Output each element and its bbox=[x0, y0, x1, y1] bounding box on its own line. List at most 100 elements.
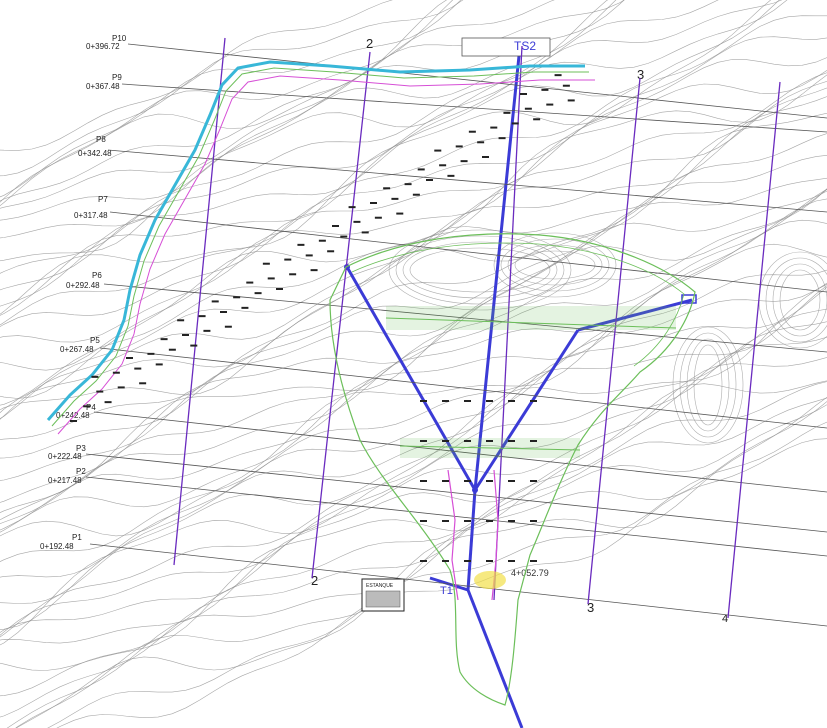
survey-mark bbox=[340, 235, 348, 238]
contour-line bbox=[0, 188, 827, 524]
survey-mark bbox=[318, 239, 326, 242]
survey-mark bbox=[203, 329, 211, 332]
highlight-area bbox=[474, 571, 506, 589]
contour-line bbox=[15, 396, 827, 728]
contour-line bbox=[0, 0, 788, 307]
station-line bbox=[127, 43, 827, 119]
pipeline-segment bbox=[473, 329, 580, 491]
survey-mark bbox=[498, 137, 506, 140]
contour-line bbox=[0, 0, 393, 151]
station-label-p9: 0+367.48 bbox=[86, 82, 120, 91]
station-label-p8: 0+342.48 bbox=[78, 149, 112, 158]
road-centerline bbox=[46, 60, 585, 421]
survey-mark bbox=[562, 84, 570, 87]
station-label-p10-point: P10 bbox=[112, 34, 127, 43]
station-line bbox=[85, 453, 827, 533]
station-label-p7: 0+317.48 bbox=[74, 211, 108, 220]
survey-mark bbox=[310, 269, 318, 272]
survey-mark bbox=[546, 103, 554, 106]
contour-line bbox=[0, 286, 827, 604]
contour-line bbox=[0, 0, 719, 274]
station-label-p1: 0+192.48 bbox=[40, 542, 74, 551]
section-label-2-top: 2 bbox=[366, 36, 373, 51]
survey-mark bbox=[168, 348, 176, 351]
contour-ring bbox=[686, 338, 730, 432]
survey-mark bbox=[182, 334, 189, 336]
pipeline-segment bbox=[345, 266, 477, 491]
contour-line bbox=[0, 74, 827, 399]
contour-line bbox=[0, 189, 827, 513]
survey-mark bbox=[477, 141, 485, 144]
station-line bbox=[103, 283, 827, 353]
road-offset bbox=[57, 75, 595, 435]
section-line bbox=[311, 51, 371, 579]
area-outline bbox=[329, 233, 696, 706]
survey-mark bbox=[160, 338, 168, 341]
station-line bbox=[121, 83, 827, 133]
survey-mark bbox=[391, 197, 399, 200]
survey-mark bbox=[139, 382, 147, 385]
survey-mark bbox=[486, 520, 493, 522]
contour-line bbox=[0, 285, 827, 630]
legend-block-title: ESTANQUE bbox=[366, 583, 394, 589]
section-line bbox=[727, 81, 781, 619]
station-label-p1-point: P1 bbox=[72, 533, 82, 542]
survey-mark bbox=[490, 126, 498, 129]
contour-line bbox=[0, 397, 827, 718]
contour-line bbox=[0, 188, 827, 521]
survey-mark bbox=[404, 183, 412, 186]
survey-mark bbox=[420, 520, 427, 522]
survey-mark bbox=[284, 258, 292, 261]
contour-line bbox=[0, 69, 827, 371]
survey-mark bbox=[220, 311, 227, 313]
survey-mark bbox=[482, 156, 489, 158]
station-label-p2-point: P2 bbox=[76, 467, 86, 476]
drainage-line bbox=[447, 469, 459, 601]
survey-mark bbox=[541, 88, 549, 91]
pipeline-network bbox=[344, 45, 697, 728]
survey-mark bbox=[417, 168, 425, 171]
pipeline-segment bbox=[473, 45, 522, 491]
survey-mark bbox=[134, 367, 142, 370]
survey-mark bbox=[241, 306, 249, 309]
survey-mark bbox=[455, 145, 463, 148]
station-label-p5-point: P5 bbox=[90, 336, 100, 345]
station-label-p6-point: P6 bbox=[92, 271, 102, 280]
survey-mark bbox=[508, 440, 515, 442]
station-label-p5: 0+267.48 bbox=[60, 345, 94, 354]
contour-line bbox=[47, 421, 827, 728]
survey-mark bbox=[442, 440, 449, 442]
survey-mark bbox=[254, 292, 262, 295]
survey-mark bbox=[420, 480, 427, 482]
contour-line bbox=[0, 0, 625, 221]
contour-line bbox=[0, 112, 827, 411]
survey-mark bbox=[486, 560, 493, 562]
survey-mark bbox=[327, 250, 335, 253]
contour-line bbox=[0, 155, 827, 459]
survey-mark bbox=[412, 193, 420, 196]
area-outline-inner bbox=[351, 242, 685, 367]
contour-line bbox=[0, 336, 827, 633]
pipeline-segment bbox=[466, 489, 477, 591]
survey-mark bbox=[96, 390, 104, 393]
contour-line bbox=[0, 219, 827, 533]
contour-line bbox=[0, 0, 783, 291]
station-line bbox=[85, 476, 827, 557]
survey-mark bbox=[464, 400, 471, 402]
survey-mark bbox=[348, 206, 356, 209]
contour-ring bbox=[779, 269, 821, 331]
survey-mark bbox=[464, 480, 471, 482]
contour-line bbox=[0, 0, 462, 198]
contour-ring bbox=[693, 344, 723, 426]
station-label-p4-point: P4 bbox=[86, 403, 96, 412]
contour-ring bbox=[500, 238, 610, 292]
contour-line bbox=[0, 0, 454, 207]
station-label-p3: 0+222.48 bbox=[48, 452, 82, 461]
survey-mark bbox=[104, 401, 112, 404]
contour-line bbox=[0, 190, 827, 503]
survey-mark bbox=[353, 220, 361, 223]
section-label-3-top: 3 bbox=[637, 67, 644, 82]
contour-line bbox=[0, 72, 827, 406]
station-label-p9-point: P9 bbox=[112, 73, 122, 82]
